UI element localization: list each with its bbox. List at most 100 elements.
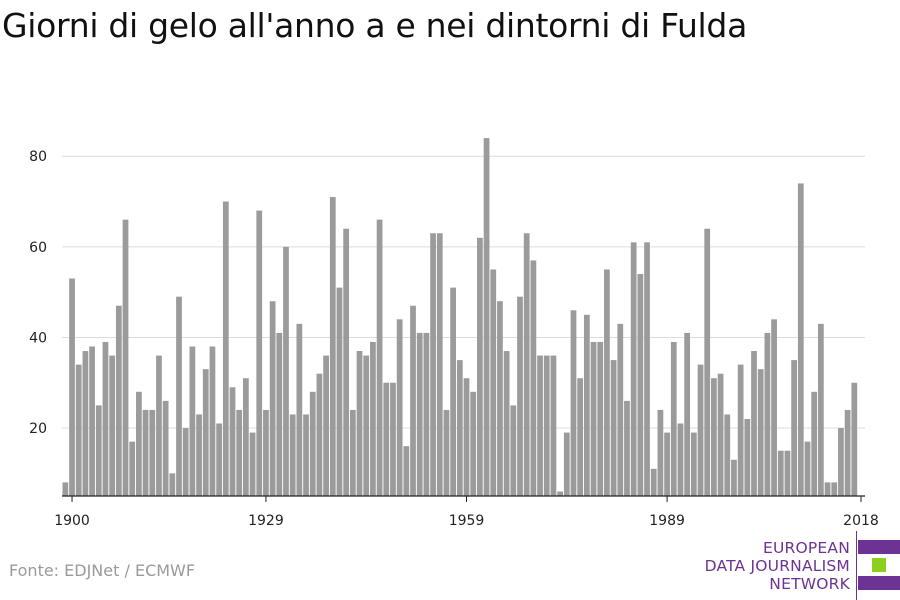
chart-title: Giorni di gelo all'anno a e nei dintorni… [2, 6, 747, 45]
bar-1988 [657, 409, 664, 496]
bar-1903 [89, 346, 95, 496]
bar-2007 [784, 450, 791, 496]
bar-1973 [557, 491, 563, 496]
bar-1986 [644, 242, 650, 496]
bar-1911 [142, 409, 149, 496]
bar-2006 [777, 450, 784, 496]
bar-1913 [156, 355, 162, 496]
bar-1974 [563, 432, 570, 496]
bar-1959 [463, 378, 470, 496]
edjnet-logo: EUROPEAN DATA JOURNALISM NETWORK [700, 531, 900, 600]
bar-1979 [597, 341, 604, 496]
bar-1899 [62, 482, 69, 496]
bar-1956 [443, 409, 450, 496]
bar-1997 [717, 373, 724, 496]
bar-1976 [577, 378, 584, 496]
bar-1912 [149, 409, 156, 496]
bar-2011 [811, 391, 818, 496]
y-axis-ticks: 20 40 60 80 [29, 149, 47, 437]
source-note: Fonte: EDJNet / ECMWF [9, 561, 196, 580]
bar-1920 [202, 369, 209, 496]
bar-1944 [363, 355, 370, 496]
logo-line-2: DATA JOURNALISM [704, 557, 850, 575]
bar-1940 [336, 287, 343, 496]
bar-1967 [517, 296, 523, 496]
bar-1966 [510, 405, 517, 496]
bar-1970 [537, 355, 543, 496]
x-tick-label: 1959 [449, 513, 485, 529]
bar-1943 [356, 351, 363, 496]
bar-2003 [757, 369, 764, 496]
bar-1996 [711, 378, 717, 496]
bar-1925 [236, 409, 243, 496]
bar-1945 [370, 341, 376, 496]
bar-2005 [771, 319, 777, 496]
bar-1938 [323, 355, 329, 496]
bar-2016 [844, 409, 851, 496]
bar-1961 [477, 237, 483, 496]
bar-1906 [109, 355, 116, 496]
bar-1937 [316, 373, 323, 496]
bar-2009 [797, 183, 804, 496]
bar-2014 [831, 482, 838, 496]
bar-1901 [75, 364, 82, 496]
bar-1933 [289, 414, 296, 496]
bar-1923 [222, 201, 229, 496]
bars [62, 138, 858, 497]
bar-1978 [590, 341, 597, 496]
bar-1982 [617, 323, 624, 496]
bar-1965 [503, 351, 510, 496]
bar-1900 [69, 278, 75, 496]
bar-1909 [129, 441, 136, 496]
bar-1902 [82, 351, 89, 496]
bar-1969 [530, 260, 537, 496]
bar-1935 [303, 414, 309, 496]
bar-1971 [543, 355, 550, 496]
bar-1919 [196, 414, 202, 496]
bar-1977 [583, 314, 590, 496]
bar-1960 [470, 391, 477, 496]
bar-1928 [256, 210, 263, 496]
bar-1915 [169, 473, 176, 496]
bar-2002 [751, 351, 757, 496]
logo-line-3: NETWORK [769, 575, 850, 593]
bar-1993 [690, 432, 697, 496]
bar-1917 [182, 428, 189, 496]
bar-1950 [403, 446, 410, 496]
bar-1947 [383, 382, 390, 496]
bar-2001 [744, 418, 751, 496]
bar-1983 [624, 400, 630, 496]
bar-1942 [349, 409, 356, 496]
bar-1936 [309, 391, 316, 496]
bar-1981 [610, 360, 617, 496]
x-tick-label: 1900 [54, 513, 90, 529]
bar-1964 [497, 301, 503, 496]
bar-1926 [242, 378, 249, 496]
bar-2012 [817, 323, 824, 496]
bar-1929 [263, 409, 269, 496]
bar-1985 [637, 274, 644, 496]
bar-1998 [724, 414, 731, 496]
bar-1972 [550, 355, 557, 496]
grid-lines [62, 155, 865, 429]
bar-1946 [376, 219, 383, 496]
bar-2010 [804, 441, 811, 496]
bar-1952 [416, 332, 423, 496]
bar-1999 [731, 459, 737, 496]
x-tick-label: 1929 [248, 513, 284, 529]
bar-1984 [630, 242, 637, 496]
bar-2000 [737, 364, 744, 496]
bar-1955 [436, 233, 443, 497]
bar-1931 [276, 332, 283, 496]
logo-divider [856, 531, 857, 600]
bar-1953 [423, 332, 430, 496]
bar-1963 [490, 269, 497, 496]
bar-1991 [677, 423, 684, 496]
bar-1962 [483, 138, 490, 496]
bar-2017 [851, 382, 858, 496]
logo-line-1: EUROPEAN [762, 539, 850, 557]
bar-1989 [664, 432, 670, 496]
bar-1918 [189, 346, 196, 496]
bar-1921 [209, 346, 216, 496]
bar-1994 [697, 364, 704, 496]
